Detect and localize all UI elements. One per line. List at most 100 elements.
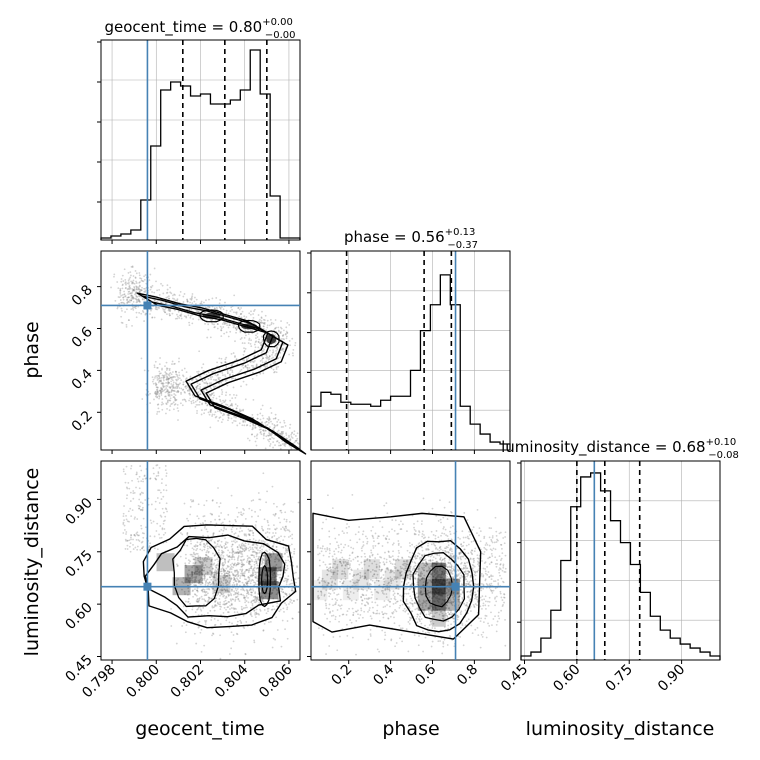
sample-point <box>269 433 271 436</box>
sample-point <box>205 299 207 302</box>
sample-point <box>225 608 227 611</box>
sample-point <box>202 390 205 392</box>
sample-point <box>140 277 143 280</box>
sample-point <box>167 389 169 392</box>
sample-point <box>386 567 388 569</box>
sample-point <box>234 569 237 572</box>
sample-point <box>373 560 376 563</box>
sample-point <box>258 539 261 542</box>
sample-point <box>203 546 206 549</box>
sample-point <box>236 559 239 561</box>
sample-point <box>241 562 244 565</box>
sample-point <box>213 576 216 579</box>
sample-point <box>203 548 206 551</box>
sample-point <box>213 326 216 329</box>
sample-point <box>475 593 477 596</box>
sample-point <box>206 404 209 407</box>
sample-point <box>243 342 246 345</box>
sample-point <box>276 335 278 338</box>
sample-point <box>194 556 197 559</box>
sample-point <box>177 419 179 421</box>
sample-point <box>412 567 415 570</box>
sample-point <box>285 581 288 584</box>
sample-point <box>130 299 133 301</box>
sample-point <box>354 601 357 604</box>
sample-point <box>202 522 204 524</box>
sample-point <box>206 547 209 550</box>
sample-point <box>212 632 214 635</box>
sample-point <box>213 617 216 620</box>
sample-point <box>252 534 255 537</box>
sample-point <box>165 502 168 505</box>
sample-point <box>185 377 188 380</box>
sample-point <box>125 283 127 286</box>
sample-point <box>254 425 257 427</box>
sample-point <box>166 510 168 513</box>
sample-point <box>162 382 165 385</box>
sample-point <box>213 573 216 576</box>
sample-point <box>272 362 275 365</box>
sample-point <box>394 519 397 522</box>
sample-point <box>228 558 231 561</box>
sample-point <box>172 384 174 387</box>
sample-point <box>255 444 258 447</box>
sample-point <box>283 518 286 521</box>
sample-point <box>418 618 421 621</box>
sample-point <box>130 534 132 536</box>
sample-point <box>495 559 498 561</box>
sample-point <box>230 528 233 531</box>
sample-point <box>204 591 207 594</box>
sample-point <box>282 595 285 598</box>
sample-point <box>203 569 206 572</box>
sample-point <box>268 434 271 437</box>
sample-point <box>160 387 162 390</box>
sample-point <box>241 564 244 567</box>
sample-point <box>274 417 277 420</box>
sample-point <box>247 333 250 335</box>
sample-point <box>173 363 175 365</box>
sample-point <box>400 528 403 530</box>
sample-point <box>219 416 222 419</box>
sample-point <box>216 571 219 574</box>
sample-point <box>258 555 260 558</box>
sample-point <box>254 616 257 619</box>
sample-point <box>260 316 263 319</box>
sample-point <box>168 313 171 315</box>
sample-point <box>215 572 217 575</box>
sample-point <box>294 435 297 437</box>
sample-point <box>222 569 225 572</box>
sample-point <box>164 395 167 398</box>
sample-point <box>131 324 133 327</box>
sample-point <box>289 439 292 442</box>
sample-point <box>195 594 198 597</box>
sample-point <box>355 610 358 613</box>
sample-point <box>197 403 199 406</box>
sample-point <box>398 552 401 554</box>
sample-point <box>491 535 494 537</box>
sample-point <box>178 383 180 386</box>
sample-point <box>226 606 229 609</box>
sample-point <box>504 531 507 534</box>
sample-point <box>265 562 267 565</box>
sample-point <box>211 538 214 540</box>
sample-point <box>215 597 217 600</box>
sample-point <box>135 280 138 283</box>
sample-point <box>285 577 288 580</box>
sample-point <box>195 552 198 555</box>
sample-point <box>328 607 330 610</box>
sample-point <box>266 356 269 359</box>
sample-point <box>401 627 404 630</box>
sample-point <box>135 295 138 298</box>
sample-point <box>413 526 415 529</box>
sample-point <box>250 574 253 576</box>
sample-point <box>124 295 127 297</box>
sample-point <box>222 308 225 311</box>
sample-point <box>231 555 234 558</box>
sample-point <box>134 270 137 272</box>
sample-point <box>123 302 126 305</box>
sample-point <box>248 339 250 341</box>
sample-point <box>131 288 134 290</box>
sample-point <box>249 548 252 551</box>
sample-point <box>222 399 224 402</box>
sample-point <box>229 568 231 571</box>
